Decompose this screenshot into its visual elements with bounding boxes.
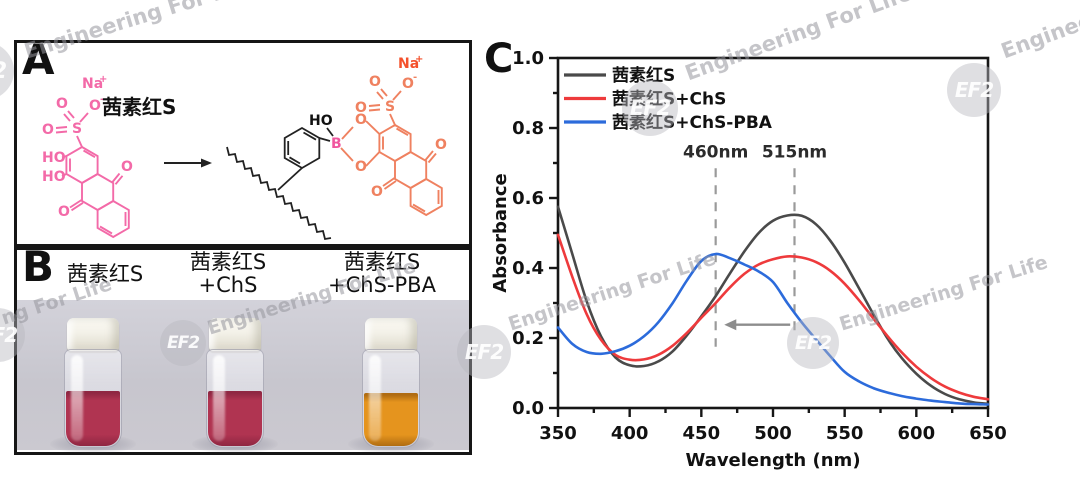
vial-glass-highlight (213, 355, 225, 441)
y-tick-label: 0.4 (512, 258, 544, 279)
panel-b-label: B (22, 242, 55, 291)
y-tick-label: 1.0 (512, 48, 544, 69)
molecule-pba-alizarin-conjugate: B HO O O S (226, 54, 447, 241)
x-tick-label: 500 (754, 423, 792, 444)
oxygen-atom: O (42, 122, 54, 138)
vial-cap (67, 318, 119, 351)
carbonyl-oxygen: O (371, 184, 383, 200)
oxygen-atom: O (355, 100, 367, 116)
carbonyl-oxygen: O (435, 137, 447, 153)
boron-atom: B (331, 136, 342, 152)
x-tick-label: 400 (611, 423, 649, 444)
hydroxyl-group: HO (42, 150, 66, 166)
x-tick-label: 450 (683, 423, 721, 444)
blue-shift-arrowhead (724, 319, 737, 331)
y-tick-label: 0.2 (512, 328, 544, 349)
vial-glass (206, 349, 264, 448)
vial-title-ars: 茜素红S (66, 262, 144, 286)
wavelength-marker-label: 460nm (683, 142, 748, 162)
molecule-alizarin-red-s: S O O O - Na + HO HO O (42, 74, 133, 239)
oxygen-atom: O (89, 98, 101, 114)
reaction-arrow (164, 158, 212, 168)
spectrum-curve-0 (556, 205, 990, 406)
vial-glass (362, 349, 420, 448)
x-tick-label: 350 (539, 423, 577, 444)
vial-ars (50, 318, 136, 454)
bridging-oxygen: O (355, 159, 367, 175)
sulfur-atom: S (385, 99, 395, 115)
panel-c-label: C (484, 36, 514, 82)
panel-a-reaction-scheme: S O O O - Na + HO HO O (14, 35, 472, 247)
reaction-scheme-drawing: S O O O - Na + HO HO O (42, 54, 447, 241)
absorbance-spectra-chart: 350 400 450 500 550 600 650 0.0 0.2 0.4 0.6 0.8 1.0 W… (490, 48, 1007, 471)
legend-label-0: 茜素红S (612, 65, 675, 86)
carbonyl-oxygen: O (58, 204, 70, 220)
oxygen-atom: O (369, 74, 381, 90)
watermark-logo-text: EF2 (0, 59, 7, 84)
panel-b-vial-photos: B 茜素红S 茜素红S +ChS 茜素红S +ChS-PBA (14, 242, 472, 455)
y-tick-label: 0.0 (512, 398, 544, 419)
carbonyl-oxygen: O (121, 159, 133, 175)
oxygen-atom: O (56, 96, 68, 112)
hydroxyl-group: HO (42, 169, 66, 185)
sodium-atom: Na (82, 76, 103, 92)
vial-title-ars-chs: 茜素红S +ChS (189, 250, 267, 297)
x-tick-label: 650 (969, 423, 1007, 444)
vial-glass-highlight (71, 355, 83, 441)
vial-cap (365, 318, 417, 351)
molecule-name-label: 茜素红S (102, 95, 176, 119)
bridging-oxygen: O (355, 112, 367, 128)
legend-label-1: 茜素红S+ChS (612, 89, 726, 110)
spectrum-curve-1 (556, 233, 990, 401)
y-tick-label: 0.6 (512, 188, 544, 209)
minus-charge: - (100, 94, 104, 105)
watermark-logo: EF2 (0, 42, 14, 100)
vial-glass (64, 349, 122, 448)
x-tick-label: 600 (898, 423, 936, 444)
x-axis-title: Wavelength (nm) (685, 450, 860, 471)
vial-ars-chs (192, 318, 278, 454)
panel-a-label: A (22, 35, 55, 84)
vial-ars-chs-pba (348, 318, 434, 454)
vial-photo-strip (17, 300, 469, 454)
hydroxyl-group: HO (309, 113, 333, 129)
x-tick-label: 550 (826, 423, 864, 444)
minus-charge: - (413, 72, 417, 83)
oxygen-atom: O (402, 76, 414, 92)
phenyl-ring (283, 126, 321, 170)
sulfur-atom: S (72, 121, 82, 137)
plus-charge: + (99, 74, 107, 85)
plus-charge: + (415, 54, 423, 65)
vial-glass-highlight (369, 355, 381, 441)
vial-title-ars-chs-pba: 茜素红S +ChS-PBA (328, 250, 436, 297)
wavelength-marker-label: 515nm (762, 142, 827, 162)
legend-label-2: 茜素红S+ChS-PBA (612, 112, 773, 133)
plot-frame (556, 56, 990, 410)
spectrum-curve-2 (556, 252, 990, 406)
vial-cap (209, 318, 261, 351)
y-tick-label: 0.8 (512, 118, 544, 139)
y-axis-title: Absorbance (490, 173, 511, 293)
polymer-backbone-squiggle (226, 146, 332, 241)
sodium-atom: Na (398, 56, 419, 72)
